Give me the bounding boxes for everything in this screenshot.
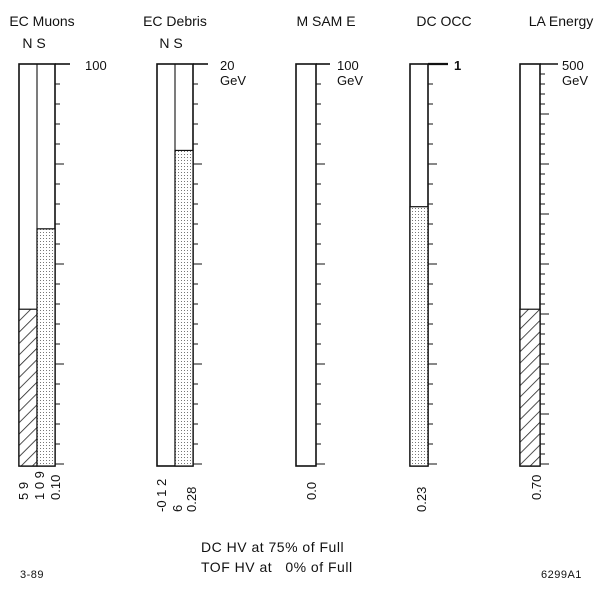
panel-title: EC Muons — [9, 13, 74, 29]
scale-ticks — [55, 83, 64, 465]
panel-dc-occ: DC OCC 1 0.23 — [409, 13, 472, 512]
detector-status-figure: EC Muons N S 100 5 9 1 0 9 0.10 EC Debri… — [9, 13, 594, 512]
scale-unit-label: GeV — [220, 73, 246, 88]
scale-ticks — [193, 83, 202, 465]
panel-title: EC Debris — [143, 13, 207, 29]
bottom-label: 0.10 — [48, 475, 63, 500]
svg-text:-0 1 2: -0 1 2 — [154, 479, 169, 512]
scale-unit-label: GeV — [562, 73, 588, 88]
bottom-label: -0 1 2 — [154, 479, 169, 512]
gauge-frame — [295, 63, 317, 467]
svg-text:0.23: 0.23 — [414, 487, 429, 512]
svg-text:1 0 9: 1 0 9 — [32, 471, 47, 500]
tof-hv-status: TOF HV at 0% of Full — [201, 559, 353, 575]
scale-ticks — [540, 73, 549, 465]
svg-text:0.70: 0.70 — [529, 475, 544, 500]
scale-max-label: 500 — [562, 58, 584, 73]
panel-m-sam-e: M SAM E 100 GeV 0.0 — [295, 13, 363, 500]
svg-text:0.0: 0.0 — [304, 482, 319, 500]
panel-title: M SAM E — [296, 13, 355, 29]
scale-max-label: 100 — [85, 58, 107, 73]
segment-bar — [18, 308, 38, 467]
svg-text:6: 6 — [170, 505, 185, 512]
svg-text:5 9: 5 9 — [16, 482, 31, 500]
segment-bar — [36, 228, 56, 467]
scale-max-label: 100 — [337, 58, 359, 73]
segment-bar — [519, 308, 541, 467]
bottom-label: 5 9 — [16, 482, 31, 500]
panel-ec-debris: EC Debris N S 20 GeV -0 1 2 6 0.28 — [143, 13, 246, 512]
scale-ticks — [316, 83, 325, 465]
bottom-label: 0.23 — [414, 487, 429, 512]
bottom-label: 1 0 9 — [32, 471, 47, 500]
panel-title: LA Energy — [529, 13, 594, 29]
segment-bar — [174, 149, 194, 467]
svg-text:0.10: 0.10 — [48, 475, 63, 500]
bottom-label: 0.0 — [304, 482, 319, 500]
segment-bar — [409, 206, 429, 467]
scale-ticks — [428, 83, 437, 465]
panel-subtitle: N S — [159, 35, 182, 51]
scale-max-label: 20 — [220, 58, 234, 73]
bottom-label: 6 — [170, 505, 185, 512]
figure-date-code: 3-89 — [20, 569, 45, 581]
figure-id-code: 6299A1 — [541, 569, 582, 581]
scale-max-label: 1 — [454, 58, 461, 73]
svg-text:0.28: 0.28 — [184, 487, 199, 512]
panel-ec-muons: EC Muons N S 100 5 9 1 0 9 0.10 — [9, 13, 106, 500]
bottom-label: 0.28 — [184, 487, 199, 512]
panel-subtitle: N S — [22, 35, 45, 51]
dc-hv-status: DC HV at 75% of Full — [201, 539, 345, 555]
bottom-label: 0.70 — [529, 475, 544, 500]
scale-unit-label: GeV — [337, 73, 363, 88]
panel-title: DC OCC — [416, 13, 471, 29]
panel-la-energy: LA Energy 500 GeV 0.70 — [519, 13, 594, 500]
